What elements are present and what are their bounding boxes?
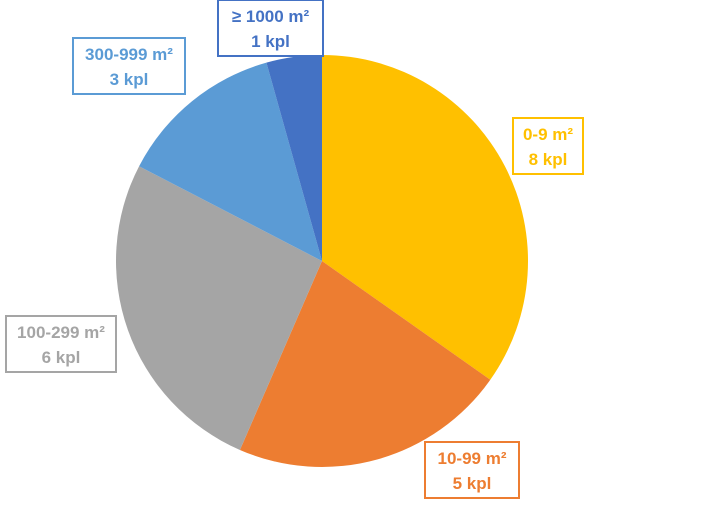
data-label-box [5, 315, 117, 373]
pie-slice-3 [116, 166, 323, 450]
data-label-box [512, 117, 584, 175]
pie-slices [116, 55, 529, 468]
data-label-3: 100-299 m² 6 kpl [5, 315, 117, 373]
data-label-box [424, 441, 520, 499]
pie-slice-2 [239, 261, 491, 468]
data-label-category: 100-299 m² [17, 323, 105, 342]
data-label-5: ≥ 1000 m² 1 kpl [217, 0, 324, 57]
data-label-category: ≥ 1000 m² [232, 7, 310, 26]
pie-slice-5 [266, 55, 322, 261]
data-label-value: 1 kpl [251, 32, 290, 51]
data-label-category: 0-9 m² [523, 125, 573, 144]
data-labels: 0-9 m² 8 kpl 10-99 m² 5 kpl 100-299 m² 6 kpl 3… [5, 0, 584, 499]
pie-slice-4 [139, 62, 322, 261]
data-label-box [72, 37, 186, 95]
data-label-value: 8 kpl [529, 150, 568, 169]
data-label-4: 300-999 m² 3 kpl [72, 37, 186, 95]
data-label-value: 3 kpl [110, 70, 149, 89]
data-label-1: 0-9 m² 8 kpl [512, 117, 584, 175]
data-label-box [217, 0, 324, 57]
data-label-category: 300-999 m² [85, 45, 173, 64]
pie-slice-1 [322, 55, 529, 380]
data-label-category: 10-99 m² [438, 449, 507, 468]
data-label-value: 5 kpl [453, 474, 492, 493]
data-label-2: 10-99 m² 5 kpl [424, 441, 520, 499]
data-label-value: 6 kpl [42, 348, 81, 367]
